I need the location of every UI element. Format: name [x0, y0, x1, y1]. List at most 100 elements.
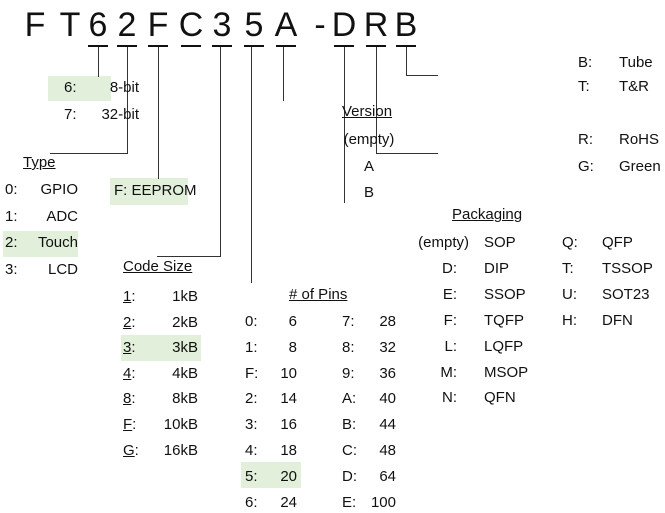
version-option: (empty) [343, 131, 395, 148]
packaging-value: DIP [484, 259, 510, 277]
type-code: 1: [5, 207, 18, 225]
packaging-code: Q: [562, 234, 578, 251]
pins-code: 8: [342, 338, 355, 356]
pins-code: 9: [342, 364, 355, 382]
pins-value: 64 [379, 467, 396, 485]
pins-value: 44 [379, 416, 396, 434]
packaging-value: QFN [484, 389, 516, 407]
part-char-underline [212, 45, 232, 47]
part-char: 6 [88, 6, 108, 44]
part-char: B [394, 6, 418, 44]
part-char-underline [181, 45, 201, 47]
code-size-code: 2 [123, 313, 132, 331]
part-char-underline [334, 45, 354, 47]
packaging-code: E: [442, 285, 457, 303]
code-size-value: 10kB [163, 416, 198, 433]
code-size-code: F [123, 416, 133, 433]
pins-value: 32 [379, 338, 396, 356]
pins-value: 36 [379, 364, 396, 382]
part-char: 2 [117, 6, 137, 44]
pins-value: 48 [379, 442, 396, 459]
compliance-code: G: [578, 158, 594, 175]
pins-code: F: [245, 364, 259, 382]
connector-line [344, 47, 345, 203]
highlight-box [3, 231, 78, 257]
pins-value: 100 [370, 493, 396, 511]
connector-line [127, 47, 128, 154]
code-size-value: 4kB [172, 364, 198, 382]
code-size-code-wrapper: G [123, 442, 139, 460]
packaging-code: U: [562, 285, 577, 303]
compliance-value: Green [619, 158, 661, 175]
bits-value: 32-bit [101, 106, 139, 123]
code-size-code: 4 [123, 364, 132, 382]
part-char: D [331, 6, 357, 44]
pins-code: 4: [245, 442, 258, 459]
type-value: GPIO [40, 181, 78, 198]
pins-code: 0: [245, 313, 258, 330]
connector-line [157, 256, 221, 257]
packaging-code: D: [442, 259, 457, 277]
pins-value: 16 [280, 416, 297, 434]
part-char: - [314, 6, 326, 44]
pins-code: 1: [245, 338, 258, 356]
type-title: Type [23, 154, 56, 171]
code-size-value: 3kB [172, 339, 198, 357]
part-char-underline [117, 45, 137, 47]
pins-value: 18 [280, 442, 297, 459]
code-size-code-wrapper: 2 [123, 314, 136, 332]
connector-line [376, 153, 438, 154]
packaging-value: DFN [602, 311, 633, 329]
compliance-value: RoHS [619, 131, 660, 148]
part-char-underline [88, 45, 108, 47]
connector-line [158, 47, 159, 179]
packaging-code: H: [562, 311, 577, 329]
packaging-value: MSOP [484, 363, 529, 381]
connector-line [251, 47, 252, 283]
memory-label: F: EEPROM [114, 182, 197, 199]
connector-line [98, 47, 99, 77]
code-size-title: Code Size [123, 258, 193, 275]
compliance-code: R: [578, 131, 593, 148]
packaging-code: T: [562, 259, 574, 277]
code-size-code: 3 [123, 339, 132, 357]
part-char: C [178, 6, 204, 44]
code-size-value: 1kB [172, 288, 198, 305]
shipping-value: Tube [619, 54, 653, 71]
packaging-value: SSOP [484, 285, 526, 303]
code-size-code-wrapper: F [123, 416, 136, 434]
pins-code: 6: [245, 493, 258, 511]
pins-code: 7: [342, 313, 355, 330]
bits-code: 6: [64, 79, 77, 96]
connector-line [283, 47, 284, 101]
type-code: 3: [5, 261, 18, 279]
packaging-code: M: [440, 363, 457, 381]
packaging-code: L: [444, 337, 457, 355]
shipping-code: B: [578, 54, 593, 71]
part-char-underline [366, 45, 386, 47]
part-char: A [274, 6, 298, 44]
bits-code: 7: [64, 106, 77, 123]
pins-code: C: [342, 442, 357, 459]
connector-line [406, 75, 438, 76]
type-code: 0: [5, 181, 18, 198]
highlight-box [241, 462, 301, 488]
code-size-value: 2kB [172, 313, 198, 331]
code-size-code: 8 [123, 390, 132, 408]
part-char: F [24, 6, 46, 44]
pins-code: A: [342, 390, 357, 408]
highlight-box [110, 178, 188, 205]
highlight-box [48, 76, 111, 101]
version-option: B [363, 184, 374, 201]
pins-value: 40 [379, 390, 396, 408]
pins-code: D: [342, 467, 357, 485]
shipping-value: T&R [619, 78, 649, 95]
packaging-code: F: [443, 311, 457, 329]
pins-value: 28 [379, 313, 396, 330]
type-value: LCD [47, 261, 78, 279]
part-char-underline [148, 45, 168, 47]
pins-value: 8 [288, 338, 297, 356]
connector-line [50, 153, 128, 154]
packaging-value: QFP [602, 234, 633, 251]
